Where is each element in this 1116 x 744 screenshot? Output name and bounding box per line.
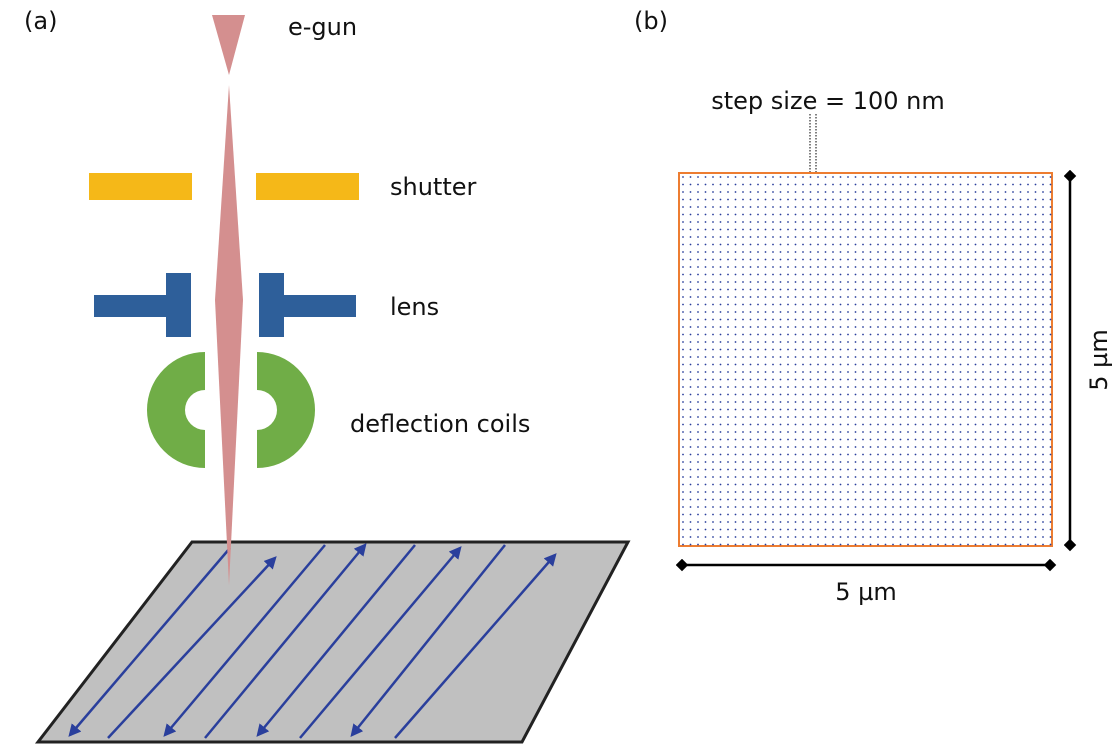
component-label: deflection coils: [350, 410, 530, 438]
panel-label: (b): [634, 7, 668, 35]
e-gun: [212, 15, 245, 75]
panel-label: (a): [24, 7, 57, 35]
dimension-label: 5 µm: [1085, 329, 1113, 391]
sample-plane: [38, 542, 628, 742]
shutter: [89, 173, 192, 200]
component-label: e-gun: [288, 13, 357, 41]
beam: [215, 85, 243, 585]
step-indicator: [810, 114, 816, 180]
page: (a) (b) e-gun shutter lens deflection co…: [0, 0, 1116, 744]
figure: (a) (b) e-gun shutter lens deflection co…: [0, 0, 1116, 744]
dimension-label: 5 µm: [835, 578, 897, 606]
component-label: shutter: [390, 173, 477, 201]
component-label: lens: [390, 293, 439, 321]
step-size-label: step size = 100 nm: [711, 87, 944, 115]
shutter: [256, 173, 359, 200]
